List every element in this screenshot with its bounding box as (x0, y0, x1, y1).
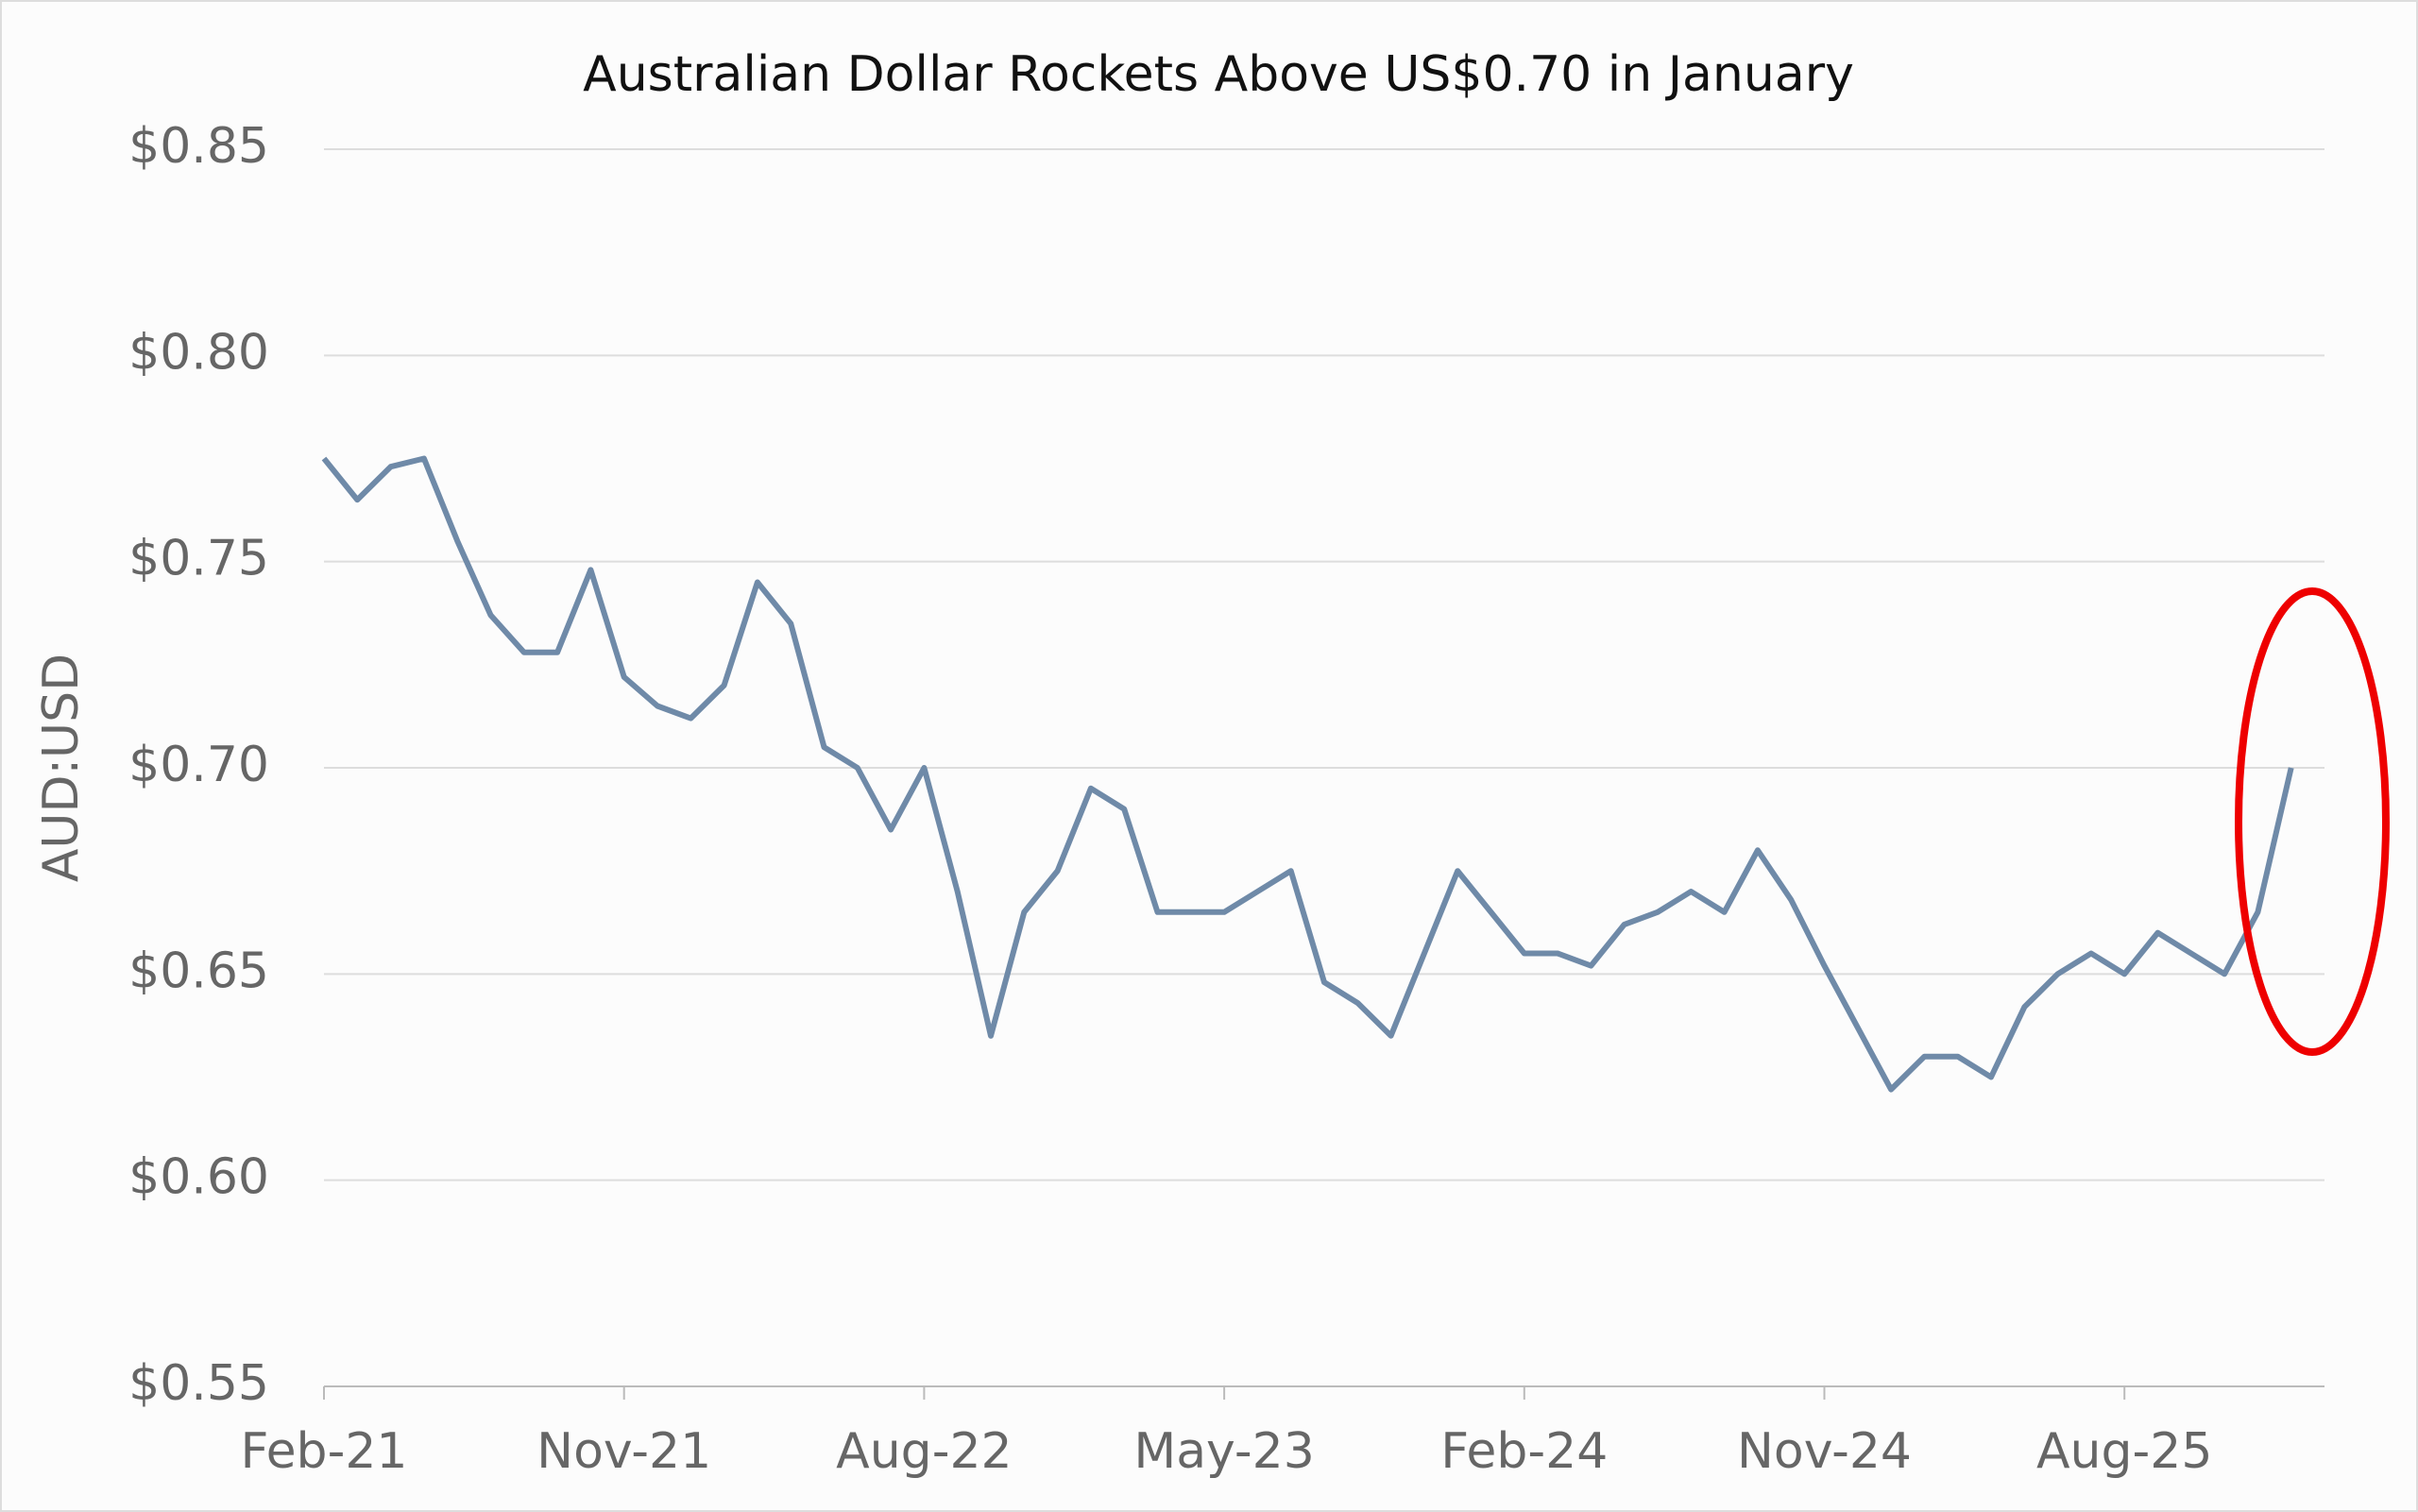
x-tick-label: Aug-25 (2036, 1423, 2212, 1480)
chart-title: Australian Dollar Rockets Above US$0.70 … (583, 46, 1854, 103)
y-axis-label: AUD:USD (33, 654, 90, 882)
x-tick-label: Aug-22 (836, 1423, 1012, 1480)
y-tick-label: $0.65 (128, 943, 269, 999)
y-tick-label: $0.80 (128, 324, 269, 381)
y-tick-label: $0.75 (128, 531, 269, 587)
highlight-ellipse (2235, 587, 2390, 1056)
x-tick-label: Nov-24 (1737, 1423, 1912, 1480)
y-tick-label: $0.60 (128, 1149, 269, 1206)
y-tick-label: $0.55 (128, 1355, 269, 1412)
data-line (321, 455, 2294, 1093)
x-tick-label: Feb-21 (241, 1423, 408, 1480)
y-tick-label: $0.70 (128, 737, 269, 793)
x-tick-label: Nov-21 (536, 1423, 711, 1480)
x-tick-label: Feb-24 (1440, 1423, 1608, 1480)
y-tick-label: $0.85 (128, 118, 269, 175)
x-tick-label: May-23 (1133, 1423, 1315, 1480)
